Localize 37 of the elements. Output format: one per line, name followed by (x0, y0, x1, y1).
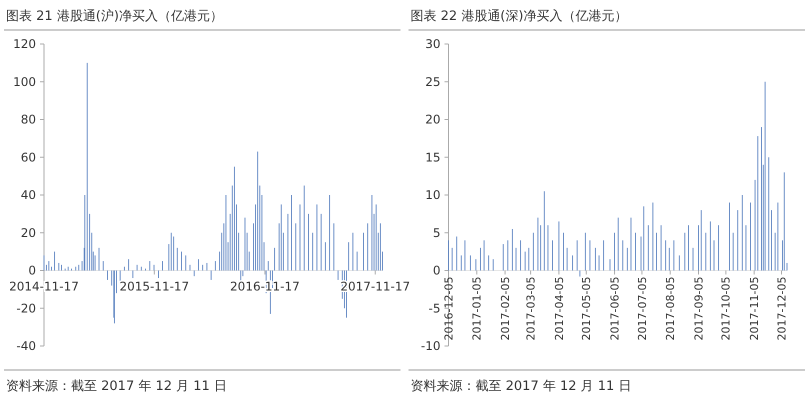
x-tick-label: 2017-08-05 (664, 276, 678, 340)
y-tick-label: -20 (16, 301, 36, 316)
x-tick-label: 2017-02-05 (498, 276, 512, 340)
y-tick-label: -10 (420, 339, 440, 354)
y-tick-label: -40 (16, 339, 36, 354)
x-tick-label: 2017-04-05 (552, 276, 566, 340)
y-tick-label: 100 (13, 74, 36, 89)
y-tick-label: 10 (425, 188, 440, 202)
y-tick-label: 0 (432, 264, 440, 278)
x-tick-label: 2017-06-05 (608, 276, 622, 340)
x-tick-label: 2016-12-05 (442, 276, 456, 340)
y-tick-label: 25 (425, 74, 440, 89)
y-tick-label: 20 (20, 226, 36, 240)
x-tick-label: 2014-11-17 (9, 280, 79, 294)
x-tick-label: 2017-10-05 (720, 276, 733, 340)
y-tick-label: 5 (432, 226, 440, 240)
x-tick-label: 2017-01-05 (470, 276, 484, 340)
y-tick-label: 80 (20, 112, 36, 127)
y-tick-label: -5 (428, 301, 440, 316)
x-tick-label: 2017-09-05 (692, 276, 706, 340)
y-tick-label: 60 (20, 150, 36, 164)
x-tick-label: 2017-12-05 (775, 276, 788, 340)
y-tick-label: 0 (28, 264, 36, 278)
chart-title: 图表 21 港股通(沪)净买入（亿港元） (6, 8, 223, 24)
chart-title: 图表 22 港股通(深)净买入（亿港元） (410, 9, 628, 24)
x-tick-label: 2017-07-05 (636, 276, 649, 340)
x-tick-label: 2017-05-05 (580, 276, 594, 340)
y-tick-label: 15 (425, 150, 440, 164)
y-tick-label: 30 (425, 37, 440, 52)
x-tick-label: 2017-11-05 (748, 276, 762, 340)
x-tick-label: 2015-11-17 (119, 280, 190, 294)
y-tick-label: 40 (20, 188, 36, 202)
text: 资料来源：截至 2017 年 12 月 11 日 (410, 379, 632, 394)
x-tick-label: 2017-03-05 (524, 276, 538, 340)
text: 资料来源：截至 2017 年 12 月 11 日 (6, 379, 227, 394)
y-tick-label: 20 (425, 112, 440, 127)
y-tick-label: 120 (13, 37, 36, 52)
